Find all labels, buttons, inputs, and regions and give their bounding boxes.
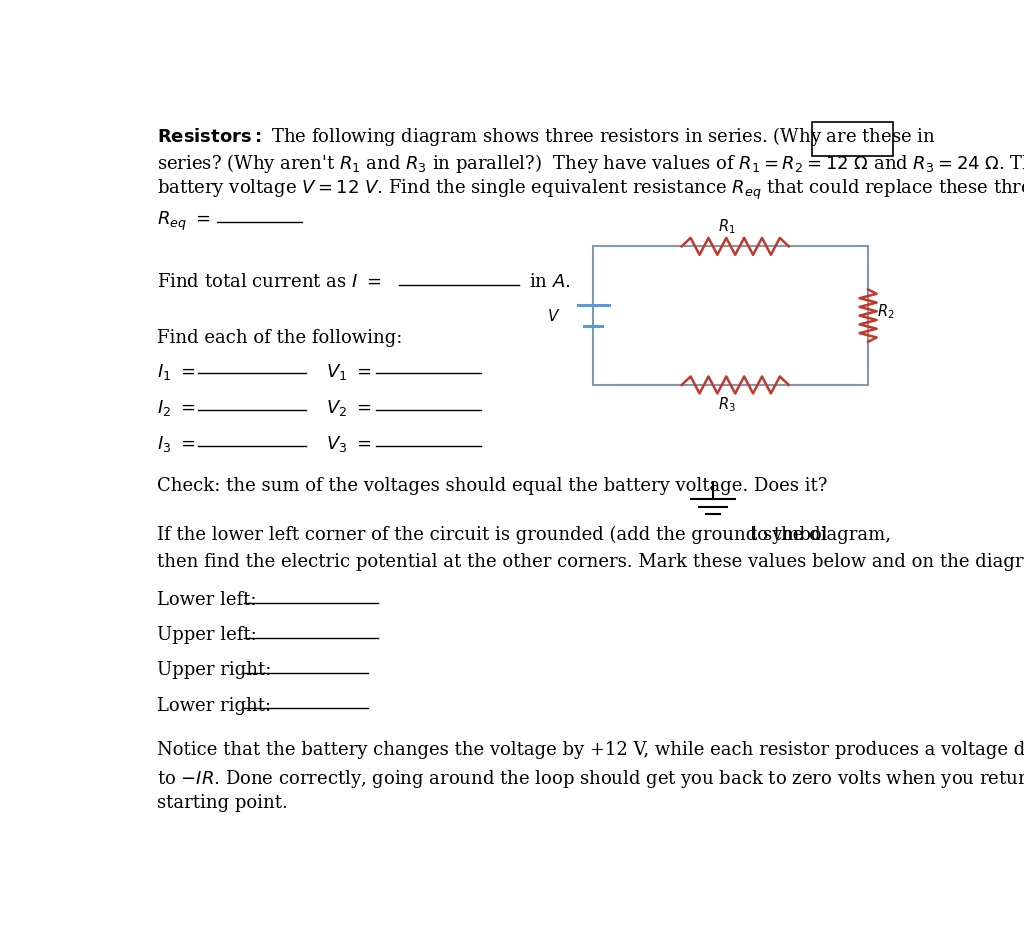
Text: $R_2$: $R_2$ — [878, 302, 895, 321]
Text: If the lower left corner of the circuit is grounded (add the ground symbol: If the lower left corner of the circuit … — [158, 525, 828, 544]
Text: $I_2\ =$: $I_2\ =$ — [158, 398, 196, 419]
Text: to the diagram,: to the diagram, — [750, 525, 891, 544]
Text: Find total current as $I\ =$: Find total current as $I\ =$ — [158, 273, 382, 291]
Text: Lower left:: Lower left: — [158, 591, 257, 608]
Text: $R_3$: $R_3$ — [718, 396, 735, 415]
Text: Find each of the following:: Find each of the following: — [158, 328, 402, 347]
Text: $V_2\ =$: $V_2\ =$ — [326, 398, 371, 419]
Text: $\mathbf{Resistors:}$ The following diagram shows three resistors in series. (Wh: $\mathbf{Resistors:}$ The following diag… — [158, 126, 936, 149]
Text: Notice that the battery changes the voltage by +12 V, while each resistor produc: Notice that the battery changes the volt… — [158, 741, 1024, 760]
Text: $I_1\ =$: $I_1\ =$ — [158, 362, 196, 382]
Text: series? (Why aren't $R_1$ and $R_3$ in parallel?)  They have values of $R_1 = R_: series? (Why aren't $R_1$ and $R_3$ in p… — [158, 152, 1024, 175]
Text: then find the electric potential at the other corners. Mark these values below a: then find the electric potential at the … — [158, 552, 1024, 571]
Text: $V_3\ =$: $V_3\ =$ — [326, 434, 371, 454]
Text: $R_1$: $R_1$ — [718, 217, 735, 235]
Text: $V$: $V$ — [547, 308, 560, 324]
Text: Check: the sum of the voltages should equal the battery voltage. Does it?: Check: the sum of the voltages should eq… — [158, 476, 827, 495]
Bar — [812, 122, 893, 156]
Text: Lower right:: Lower right: — [158, 697, 271, 715]
Text: to $-IR$. Done correctly, going around the loop should get you back to zero volt: to $-IR$. Done correctly, going around t… — [158, 767, 1024, 790]
Text: Upper right:: Upper right: — [158, 661, 271, 680]
Text: in $A$.: in $A$. — [529, 273, 571, 291]
Text: Upper left:: Upper left: — [158, 626, 257, 644]
Text: starting point.: starting point. — [158, 794, 289, 812]
Text: $V_1\ =$: $V_1\ =$ — [326, 362, 371, 382]
Text: $R_{eq}\ =$: $R_{eq}\ =$ — [158, 210, 211, 233]
Text: $I_3\ =$: $I_3\ =$ — [158, 434, 196, 454]
Text: battery voltage $V = 12\ V$. Find the single equivalent resistance $R_{eq}$ that: battery voltage $V = 12\ V$. Find the si… — [158, 178, 1024, 202]
